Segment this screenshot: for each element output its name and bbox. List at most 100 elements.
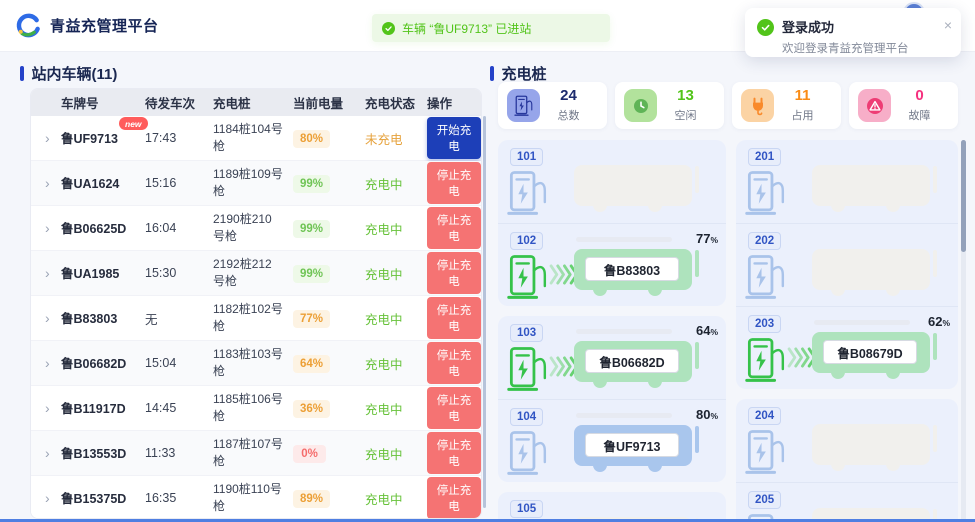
table-row[interactable]: › 鲁B15375D 16:35 1190桩110号枪 89% 充电中 停止充电 [31,476,481,518]
expand-chevron-icon[interactable]: › [45,220,50,236]
plate-number: 鲁B13553D [61,447,127,461]
pile-slot: 105 [498,492,726,522]
plate-number: 鲁B06682D [61,357,127,371]
stat-value: 24 [560,87,577,105]
stat-busy: 11 占用 [732,82,841,129]
charging-pile-icon [745,169,785,216]
trip-time: 16:35 [145,491,177,505]
pile-slot: 103 64% 鲁B06682D [498,316,726,399]
expand-chevron-icon[interactable]: › [45,130,50,146]
charge-action-button[interactable]: 停止充电 [427,252,481,294]
col-status: 充电状态 [365,97,416,111]
title-accent-bar [20,66,24,81]
bus-front-bar [933,250,937,277]
pile-card: 201 202 203 62% [736,140,958,389]
bus-graphic [812,165,937,212]
bus-plate: 鲁B08679D [823,340,917,364]
board-scrollbar-thumb[interactable] [961,140,966,252]
trip-time: 15:30 [145,266,177,280]
expand-chevron-icon[interactable]: › [45,400,50,416]
stat-label: 总数 [557,109,580,122]
vehicles-table: 车牌号 待发车次 充电桩 当前电量 充电状态 操作 › 鲁UF9713 new … [30,88,482,519]
success-check-icon [382,21,395,35]
stat-value: 11 [794,87,811,105]
pile-slot: 104 80% 鲁UF9713 [498,399,726,482]
expand-chevron-icon[interactable]: › [45,490,50,506]
bus-front-bar [695,342,699,369]
charge-action-button[interactable]: 停止充电 [427,297,481,339]
bus-wheel [831,198,845,212]
table-row[interactable]: › 鲁UA1985 15:30 2192桩212号枪 99% 充电中 停止充电 [31,251,481,296]
table-row[interactable]: › 鲁UF9713 new 17:43 1184桩104号枪 80% 未充电 开… [31,116,481,161]
bus-wheel [886,365,900,379]
pile-slot: 101 [498,140,726,223]
table-row[interactable]: › 鲁B11917D 14:45 1185桩106号枪 36% 充电中 停止充电 [31,386,481,431]
charge-action-button[interactable]: 停止充电 [427,162,481,204]
pile-slot: 203 62% 鲁B08679D [736,306,958,389]
bus-front-bar [933,333,937,360]
battery-progress: 62% [814,314,950,330]
pile-number-badge: 203 [748,315,782,333]
charge-action-button[interactable]: 停止充电 [427,207,481,249]
pile-card: 105 [498,492,726,522]
pile-stats: 24 总数 13 空闲 [498,82,958,129]
charge-status: 未充电 [365,132,403,147]
pile-number-badge: 105 [510,500,544,518]
plate-number: 鲁B15375D [61,492,127,506]
bus-front-bar [933,166,937,193]
bus-graphic: 鲁B08679D [812,332,937,379]
table-row[interactable]: › 鲁UA1624 15:16 1189桩109号枪 99% 充电中 停止充电 [31,161,481,206]
close-icon[interactable]: × [943,17,952,33]
pile-slot: 202 [736,223,958,306]
bus-front-bar [933,425,937,452]
charging-pile-icon [745,336,785,383]
bus-wheel [648,374,662,388]
progress-value: 77 [695,231,711,246]
bus-front-bar [695,250,699,277]
success-check-icon [757,19,774,36]
charging-pile-icon [507,169,547,216]
table-scrollbar[interactable] [483,116,486,508]
charge-status: 充电中 [365,402,403,417]
bus-graphic: 鲁B06682D [574,341,699,388]
bus-plate: 鲁B06682D [585,349,679,373]
pile-number-badge: 202 [748,232,782,250]
table-row[interactable]: › 鲁B06682D 15:04 1183桩103号枪 64% 充电中 停止充电 [31,341,481,386]
battery-progress: 77% [576,231,718,247]
pile-slot: 201 [736,140,958,223]
expand-chevron-icon[interactable]: › [45,265,50,281]
battery-badge: 64% [293,354,331,373]
expand-chevron-icon[interactable]: › [45,310,50,326]
pile-slot: 204 [736,399,958,482]
bus-wheel [593,458,607,472]
bus-graphic: 鲁B83803 [574,249,699,296]
bus-front-bar [933,509,937,522]
plate-number: 鲁UA1985 [61,267,120,281]
table-row[interactable]: › 鲁B13553D 11:33 1187桩107号枪 0% 充电中 停止充电 [31,431,481,476]
charge-action-button[interactable]: 停止充电 [427,432,481,474]
charge-action-button[interactable]: 停止充电 [427,387,481,429]
pile-card: 204 205 [736,399,958,522]
stat-free: 13 空闲 [615,82,724,129]
table-row[interactable]: › 鲁B83803 无 1182桩102号枪 77% 充电中 停止充电 [31,296,481,341]
charge-action-button[interactable]: 停止充电 [427,477,481,518]
new-badge: new [119,117,148,130]
trip-time: 16:04 [145,221,177,235]
toast-message: 车辆 “鲁UF9713” 已进站 [402,21,532,36]
trip-time: 14:45 [145,401,177,415]
expand-chevron-icon[interactable]: › [45,355,50,371]
bus-graphic [812,508,937,522]
app-title: 青益充管理平台 [50,18,159,35]
charge-action-button[interactable]: 开始充电 [427,117,481,159]
table-row[interactable]: › 鲁B06625D 16:04 2190桩210号枪 99% 充电中 停止充电 [31,206,481,251]
charging-pile-icon [507,345,547,392]
bottom-accent-line [0,519,975,522]
pile-name: 1184桩104号枪 [213,121,283,153]
bus-wheel [648,282,662,296]
progress-value: 64 [695,323,711,338]
expand-chevron-icon[interactable]: › [45,445,50,461]
pile-number-badge: 104 [510,408,544,426]
expand-chevron-icon[interactable]: › [45,175,50,191]
charge-action-button[interactable]: 停止充电 [427,342,481,384]
piles-section-title: 充电桩 [490,63,547,84]
